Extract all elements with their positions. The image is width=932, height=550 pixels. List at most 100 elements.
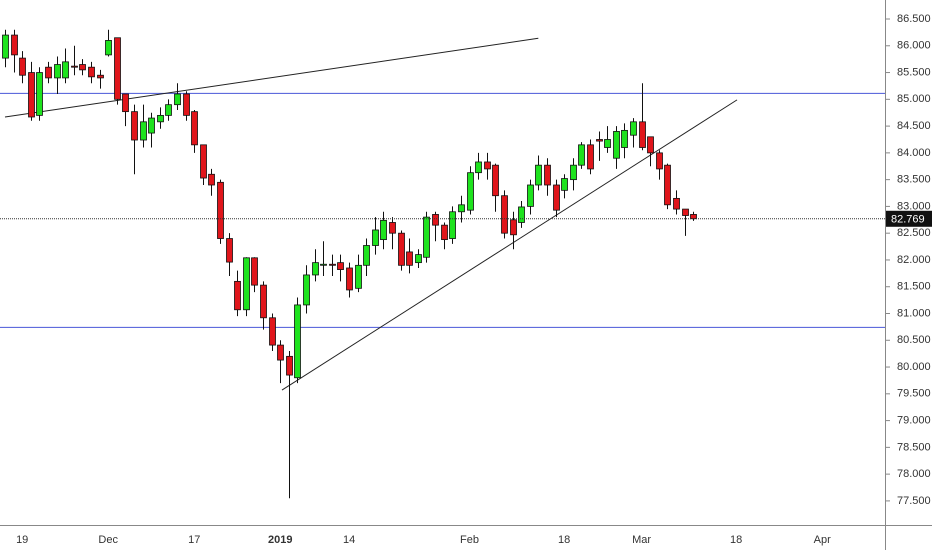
candle-body bbox=[673, 197, 680, 210]
candle-body bbox=[71, 65, 78, 68]
candle-body bbox=[613, 131, 620, 159]
candle-body bbox=[406, 251, 413, 266]
y-tick-label: 86.000 bbox=[897, 40, 931, 52]
candle-body bbox=[432, 214, 439, 226]
y-tick-label: 77.500 bbox=[897, 495, 931, 507]
candle-body bbox=[458, 204, 465, 213]
candle-body bbox=[131, 111, 138, 141]
x-tick-label: Feb bbox=[460, 534, 479, 546]
candle-body bbox=[329, 263, 336, 266]
candle-body bbox=[690, 214, 697, 220]
y-tick-label: 79.000 bbox=[897, 414, 931, 426]
candle-body bbox=[398, 232, 405, 266]
candle-body bbox=[286, 355, 293, 376]
candle-body bbox=[140, 121, 147, 141]
candle-body bbox=[647, 136, 654, 154]
candle-body bbox=[596, 139, 603, 142]
candle-body bbox=[217, 181, 224, 239]
candle-body bbox=[36, 72, 43, 116]
y-tick-label: 79.500 bbox=[897, 388, 931, 400]
candle-body bbox=[114, 37, 121, 100]
x-tick-label: 19 bbox=[16, 534, 28, 546]
candle-body bbox=[423, 216, 430, 258]
y-tick-label: 78.000 bbox=[897, 468, 931, 480]
candle-body bbox=[251, 257, 258, 286]
candle-body bbox=[475, 161, 482, 174]
candle-body bbox=[226, 238, 233, 263]
candle-body bbox=[363, 245, 370, 266]
candle-body bbox=[518, 206, 525, 223]
candle-body bbox=[492, 164, 499, 197]
candle-body bbox=[389, 222, 396, 234]
candle-body bbox=[148, 117, 155, 134]
y-tick-label: 86.500 bbox=[897, 13, 931, 25]
y-tick-label: 80.500 bbox=[897, 334, 931, 346]
candle-body bbox=[346, 267, 353, 291]
candle-body bbox=[260, 284, 267, 319]
candle-body bbox=[303, 274, 310, 306]
candle-body bbox=[165, 104, 172, 116]
candle-body bbox=[544, 164, 551, 186]
candle-body bbox=[621, 129, 628, 148]
y-tick-label: 81.500 bbox=[897, 281, 931, 293]
x-tick-label: 14 bbox=[343, 534, 355, 546]
candle-body bbox=[570, 164, 577, 181]
candle-body bbox=[208, 173, 215, 186]
candle-body bbox=[45, 66, 52, 79]
candle-body bbox=[380, 219, 387, 241]
candle-body bbox=[294, 304, 301, 379]
candle-body bbox=[415, 254, 422, 264]
candle-body bbox=[2, 34, 9, 59]
candle-body bbox=[157, 114, 164, 123]
candle-body bbox=[122, 93, 129, 113]
trendline bbox=[4, 37, 539, 118]
y-tick-label: 85.000 bbox=[897, 93, 931, 105]
candle-body bbox=[28, 72, 35, 118]
candle-body bbox=[277, 344, 284, 361]
candle-body bbox=[320, 263, 327, 266]
x-tick-label: Mar bbox=[632, 534, 651, 546]
candle-body bbox=[535, 164, 542, 186]
y-tick-label: 84.000 bbox=[897, 147, 931, 159]
candle-body bbox=[656, 152, 663, 170]
candle-body bbox=[467, 172, 474, 211]
candle-body bbox=[501, 195, 508, 234]
candle-body bbox=[88, 66, 95, 78]
candle-body bbox=[604, 139, 611, 148]
candle-body bbox=[441, 224, 448, 241]
candle-body bbox=[372, 229, 379, 246]
candle-body bbox=[97, 74, 104, 79]
candle-body bbox=[62, 61, 69, 79]
candle-body bbox=[578, 144, 585, 166]
candle-body bbox=[11, 34, 18, 56]
candle-body bbox=[19, 57, 26, 76]
candle-body bbox=[269, 317, 276, 346]
y-tick-label: 80.000 bbox=[897, 361, 931, 373]
candle-body bbox=[183, 93, 190, 116]
last-price-box bbox=[886, 210, 932, 227]
candle-body bbox=[105, 40, 112, 56]
candle-body bbox=[234, 280, 241, 311]
candle-body bbox=[54, 64, 61, 79]
candle-body bbox=[312, 262, 319, 276]
candle-body bbox=[630, 121, 637, 136]
candle-body bbox=[174, 93, 181, 106]
candle-body bbox=[527, 184, 534, 207]
candle-body bbox=[561, 178, 568, 191]
x-tick-label: 17 bbox=[188, 534, 200, 546]
x-tick-label: 18 bbox=[730, 534, 742, 546]
y-tick-label: 84.500 bbox=[897, 120, 931, 132]
y-tick-label: 81.000 bbox=[897, 307, 931, 319]
candle-body bbox=[355, 264, 362, 289]
candle-body bbox=[682, 208, 689, 216]
x-tick-label: Dec bbox=[98, 534, 118, 546]
candle-body bbox=[553, 184, 560, 211]
y-tick-label: 78.500 bbox=[897, 441, 931, 453]
candle-body bbox=[337, 262, 344, 270]
candle-body bbox=[79, 64, 86, 71]
trendline bbox=[281, 99, 738, 391]
y-tick-label: 83.000 bbox=[897, 200, 931, 212]
